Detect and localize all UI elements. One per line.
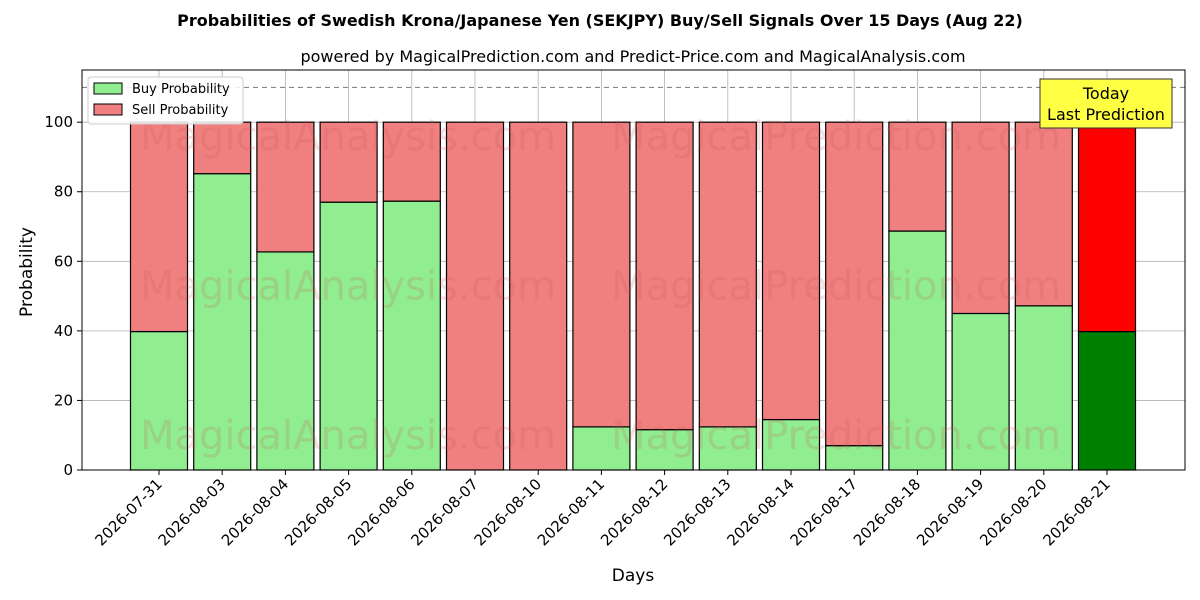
x-tick-label: 2026-08-12 — [597, 475, 671, 549]
sell-bar — [825, 121, 884, 447]
today-annotation: Today Last Prediction — [1039, 78, 1173, 129]
x-tick-label: 2026-08-20 — [976, 475, 1050, 549]
x-tick-label: 2026-08-21 — [1039, 475, 1113, 549]
chart-subtitle: powered by MagicalPrediction.com and Pre… — [300, 47, 965, 66]
buy-bar — [193, 173, 252, 471]
legend-swatch — [93, 82, 123, 95]
buy-bar — [888, 230, 947, 471]
sell-bar — [572, 121, 631, 428]
legend-label: Buy Probability — [132, 82, 230, 97]
y-tick-label: 0 — [63, 461, 73, 479]
watermark-text: MagicalPrediction.com — [611, 264, 1061, 310]
watermark-text: MagicalPrediction.com — [611, 413, 1061, 459]
annotation-text: Last Prediction — [1047, 105, 1165, 124]
sell-bar — [635, 121, 694, 431]
sell-bar — [319, 121, 378, 203]
y-tick-label: 40 — [54, 322, 73, 340]
y-tick-label: 60 — [54, 252, 73, 270]
plot-frame — [81, 69, 1186, 471]
x-tick-label: 2026-08-10 — [471, 475, 545, 549]
legend-box — [87, 76, 244, 125]
legend-swatch — [93, 103, 123, 116]
sell-bar — [698, 121, 757, 428]
y-axis-label: Probability — [17, 227, 37, 317]
annotation-text: Today — [1082, 84, 1129, 103]
x-tick-label: 2026-08-03 — [155, 475, 229, 549]
x-tick-label: 2026-08-11 — [534, 475, 608, 549]
x-tick-label: 2026-08-17 — [787, 475, 861, 549]
x-tick-label: 2026-08-18 — [850, 475, 924, 549]
watermarks: MagicalAnalysis.com MagicalPrediction.com… — [140, 114, 1061, 459]
watermark-text: MagicalAnalysis.com — [140, 413, 556, 459]
x-tick-label: 2026-08-14 — [723, 475, 797, 549]
y-tick-label: 20 — [54, 391, 73, 409]
y-tick-label: 100 — [44, 113, 73, 131]
x-tick-label: 2026-08-19 — [913, 475, 987, 549]
y-axis-ticks: 0 20 40 60 80 100 — [44, 113, 82, 479]
buy-bar — [319, 201, 378, 471]
sell-bar — [1077, 121, 1137, 333]
watermark-text: MagicalAnalysis.com — [140, 264, 556, 310]
sell-bar — [761, 121, 821, 421]
sell-bar — [382, 121, 441, 202]
legend-label: Sell Probability — [132, 103, 229, 118]
bars — [129, 121, 1137, 471]
buy-bar — [761, 418, 821, 471]
watermark-text: MagicalPrediction.com — [611, 114, 1061, 160]
sell-bar — [445, 121, 505, 471]
sell-bar — [129, 121, 189, 333]
legend: Buy Probability Sell Probability — [87, 76, 244, 125]
chart-title: Probabilities of Swedish Krona/Japanese … — [177, 11, 1023, 30]
x-tick-label: 2026-08-07 — [407, 475, 481, 549]
x-tick-label: 2026-08-04 — [218, 475, 292, 549]
annotation-box — [1039, 78, 1173, 129]
sell-bar — [1014, 121, 1073, 307]
buy-bar — [635, 429, 694, 471]
buy-bar — [382, 200, 441, 471]
x-axis-ticks: 2026-07-312026-08-032026-08-042026-08-05… — [91, 470, 1114, 549]
buy-bar — [951, 312, 1010, 471]
sell-bar — [256, 121, 315, 253]
x-tick-label: 2026-08-13 — [660, 475, 734, 549]
sell-bar — [509, 121, 568, 471]
sell-bar — [888, 121, 947, 232]
x-tick-label: 2026-08-06 — [344, 475, 418, 549]
y-tick-label: 80 — [54, 183, 73, 201]
x-tick-label: 2026-08-05 — [281, 475, 355, 549]
buy-bar — [825, 445, 884, 471]
buy-bar — [1077, 330, 1137, 471]
x-tick-label: 2026-07-31 — [91, 475, 165, 549]
buy-bar — [572, 426, 631, 471]
x-axis-label: Days — [612, 566, 655, 586]
buy-bar — [256, 251, 315, 471]
sell-bar — [951, 121, 1010, 315]
